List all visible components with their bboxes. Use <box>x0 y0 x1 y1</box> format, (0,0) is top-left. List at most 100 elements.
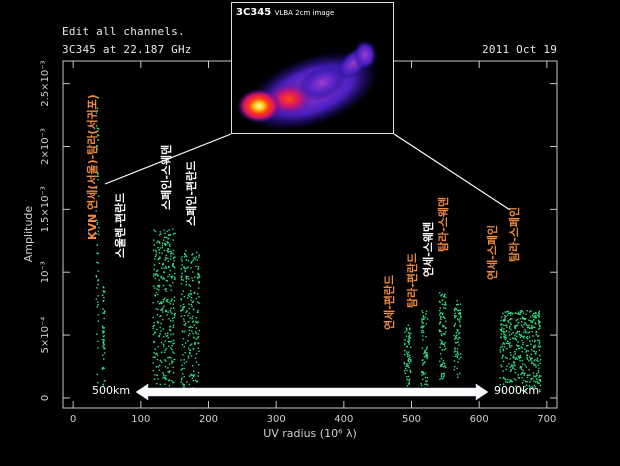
scatter-point <box>443 362 446 364</box>
scatter-point <box>538 341 541 344</box>
scatter-point <box>502 355 504 358</box>
scatter-point <box>196 251 198 254</box>
scatter-point <box>459 324 461 326</box>
scatter-point <box>157 259 159 261</box>
scatter-point <box>409 378 411 381</box>
scatter-point <box>173 372 175 374</box>
scatter-point <box>538 379 540 381</box>
scatter-point <box>169 258 172 260</box>
scatter-point <box>439 365 442 367</box>
scatter-point <box>509 338 512 340</box>
scatter-point <box>425 353 427 356</box>
scatter-point <box>517 345 519 348</box>
scatter-point <box>454 307 457 309</box>
scatter-point <box>510 324 512 326</box>
scatter-point <box>508 331 510 333</box>
scatter-point <box>97 175 100 177</box>
scatter-point <box>168 301 170 304</box>
scatter-point <box>154 331 157 333</box>
scatter-point <box>103 296 105 299</box>
scatter-point <box>194 276 196 278</box>
scatter-point <box>454 365 456 368</box>
scatter-point <box>528 331 531 333</box>
scatter-point <box>519 366 522 369</box>
scatter-point <box>425 355 427 357</box>
scatter-point <box>514 327 516 330</box>
scatter-point <box>172 228 174 230</box>
scatter-point <box>456 318 459 320</box>
scatter-point <box>458 312 461 314</box>
scatter-point <box>191 260 193 263</box>
scatter-point <box>187 266 189 268</box>
scatter-point <box>503 343 506 345</box>
scatter-point <box>502 389 504 392</box>
scatter-point <box>540 375 542 377</box>
scatter-point <box>194 343 196 345</box>
scatter-point <box>172 324 175 327</box>
scatter-point <box>161 252 163 254</box>
scatter-point <box>167 237 170 240</box>
scatter-point <box>195 338 197 340</box>
scatter-point <box>103 347 105 350</box>
scatter-point <box>156 358 159 361</box>
scatter-point <box>513 337 515 340</box>
scatter-point <box>195 317 198 319</box>
scatter-point <box>189 325 192 328</box>
scatter-point <box>160 302 162 305</box>
scatter-point <box>181 272 183 275</box>
scatter-point <box>526 384 528 386</box>
scatter-point <box>513 361 516 363</box>
scatter-point <box>96 219 98 222</box>
scatter-point <box>181 256 183 258</box>
scatter-point <box>182 303 185 306</box>
scatter-point <box>539 384 542 387</box>
scatter-point <box>444 317 446 320</box>
scatter-point <box>511 367 514 369</box>
scatter-point <box>97 280 99 282</box>
scatter-point <box>164 378 167 380</box>
scatter-point <box>442 376 445 378</box>
scatter-point <box>531 362 533 364</box>
scatter-point <box>193 257 195 259</box>
scatter-point <box>453 351 455 353</box>
scatter-point <box>164 288 166 291</box>
scatter-point <box>172 381 174 384</box>
scatter-point <box>421 327 423 329</box>
scatter-point <box>532 372 535 374</box>
scatter-point <box>531 340 534 342</box>
scatter-point <box>183 267 185 269</box>
scatter-point <box>190 267 192 269</box>
scatter-point <box>98 226 100 229</box>
scatter-point <box>460 315 462 318</box>
scatter-point <box>533 380 535 382</box>
scatter-point <box>185 255 188 258</box>
scatter-point <box>538 335 540 337</box>
scatter-point <box>168 318 170 320</box>
scatter-point <box>523 317 525 320</box>
scatter-point <box>422 326 424 328</box>
annotation-kvn: KVN 연세(서울)-탐라(서귀포) <box>86 94 99 240</box>
scatter-point <box>156 352 158 355</box>
scatter-point <box>520 346 522 348</box>
scatter-point <box>537 345 540 348</box>
scatter-point <box>524 348 526 350</box>
scatter-point <box>456 367 458 370</box>
scatter-point <box>154 332 156 334</box>
scatter-point <box>174 314 176 316</box>
inset-callout-lines <box>104 133 511 211</box>
scatter-point <box>180 379 183 381</box>
scatter-point <box>197 375 199 377</box>
scatter-point <box>507 320 509 322</box>
scatter-point <box>167 367 169 369</box>
scatter-point <box>160 233 162 235</box>
scatter-point <box>164 243 166 245</box>
scatter-point <box>511 380 513 383</box>
scatter-point <box>504 331 506 333</box>
scatter-point <box>445 296 447 299</box>
scatter-point <box>173 266 175 268</box>
scatter-point <box>410 332 412 335</box>
scatter-point <box>520 312 522 314</box>
scatter-point <box>532 363 535 365</box>
scatter-point <box>426 347 428 350</box>
scatter-point <box>188 278 190 280</box>
